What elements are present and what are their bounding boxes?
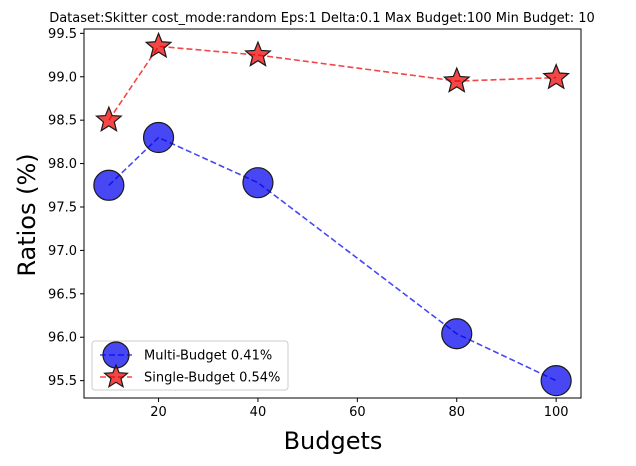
- y-tick-label: 96.0: [48, 331, 77, 346]
- plot-frame: [83, 28, 582, 399]
- data-point-circle: [93, 169, 125, 201]
- data-point-star: [144, 31, 173, 59]
- y-tick-label: 95.5: [48, 374, 77, 389]
- data-point-circle: [142, 121, 175, 154]
- x-tick-label: 100: [544, 405, 569, 420]
- x-axis-ticks: 20 40 60 80 100: [150, 398, 569, 420]
- data-point-star: [94, 105, 123, 132]
- y-tick-label: 98.5: [48, 114, 77, 129]
- x-axis-title: Budgets: [284, 427, 383, 455]
- data-point-circle: [242, 167, 274, 199]
- y-tick-label: 99.0: [48, 70, 77, 85]
- x-tick-label: 80: [448, 405, 465, 420]
- x-tick-label: 20: [150, 405, 167, 420]
- x-tick-label: 40: [250, 405, 267, 420]
- legend: Multi-Budget 0.41% Single-Budget 0.54%: [91, 340, 289, 391]
- data-point-circle: [540, 365, 572, 397]
- series-line: [108, 45, 557, 121]
- y-tick-label: 97.5: [48, 200, 77, 215]
- y-tick-label: 99.5: [48, 27, 77, 42]
- data-point-star: [542, 63, 571, 90]
- series-1: [93, 121, 572, 397]
- chart-title: Dataset:Skitter cost_mode:random Eps:1 D…: [49, 11, 595, 26]
- x-tick-label: 60: [349, 405, 366, 420]
- y-axis-title: Ratios (%): [13, 153, 41, 276]
- y-tick-label: 97.0: [48, 244, 77, 259]
- series-layer: [93, 31, 572, 397]
- series-line: [108, 136, 557, 382]
- legend-label: Multi-Budget 0.41%: [144, 349, 272, 364]
- data-point-star: [442, 66, 471, 93]
- legend-box: [91, 340, 289, 391]
- legend-item: Single-Budget 0.54%: [100, 363, 280, 389]
- y-axis-ticks: 95.5 96.0 96.5 97.0 97.5 98.0 98.5 99.0 99.5: [48, 27, 84, 389]
- series-2: [94, 31, 571, 132]
- legend-label: Single-Budget 0.54%: [144, 371, 280, 386]
- legend-item: Multi-Budget 0.41%: [100, 341, 272, 369]
- y-tick-label: 96.5: [48, 287, 77, 302]
- legend-marker: [103, 363, 129, 389]
- data-point-star: [244, 40, 272, 67]
- y-tick-label: 98.0: [48, 157, 77, 172]
- data-point-circle: [441, 318, 473, 350]
